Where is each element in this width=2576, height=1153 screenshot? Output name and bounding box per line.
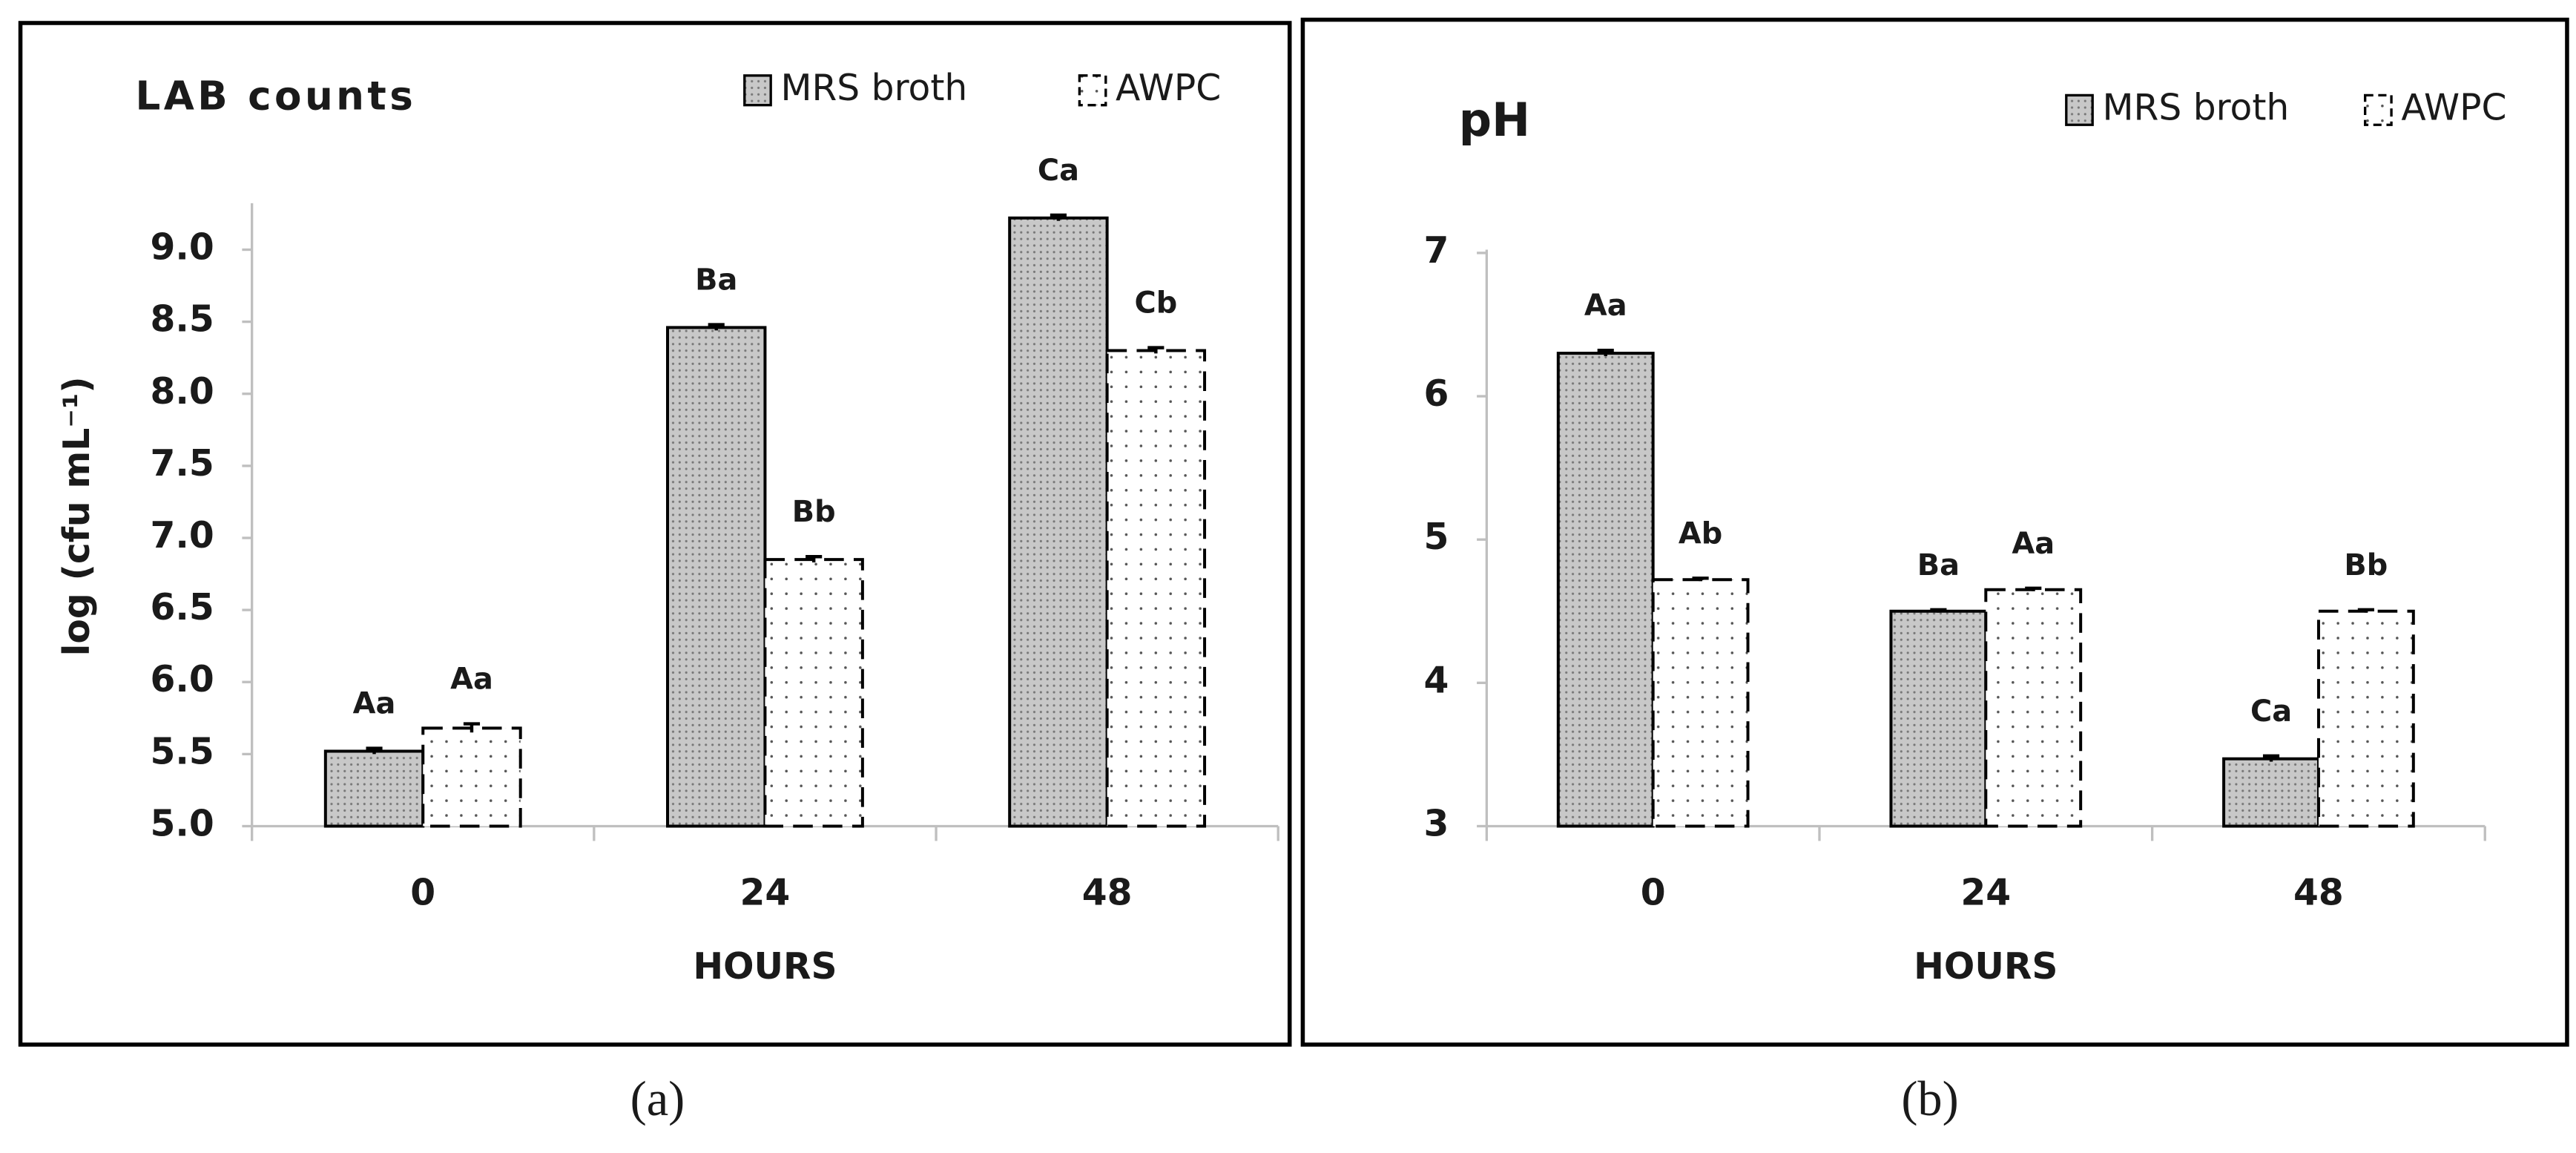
legend-label: AWPC [2401, 87, 2506, 128]
x-tick-label: 24 [1960, 872, 2011, 913]
bar [2222, 757, 2320, 828]
significance-letter: Bb [792, 495, 836, 529]
significance-letter: Aa [2012, 527, 2055, 561]
significance-letter: Aa [1584, 289, 1627, 323]
panel-frame [1300, 17, 2569, 1047]
significance-letter: Aa [450, 663, 493, 697]
y-tick-label: 3 [1424, 803, 1449, 844]
panel-caption: (a) [630, 1072, 685, 1126]
x-tick-label: 24 [740, 872, 791, 913]
significance-letter: Ab [1679, 516, 1722, 551]
y-tick-label: 5.5 [151, 731, 214, 772]
significance-letter: Ca [2250, 694, 2292, 729]
bar [2316, 609, 2415, 828]
y-tick-label: 7 [1424, 230, 1449, 272]
legend-swatch [743, 74, 772, 107]
bar [666, 326, 767, 828]
bar [323, 749, 425, 828]
significance-letter: Ca [1038, 154, 1079, 188]
legend-label: MRS broth [780, 68, 967, 109]
bar [1556, 352, 1655, 828]
legend-label: AWPC [1116, 68, 1221, 109]
significance-letter: Bb [2344, 548, 2388, 582]
y-tick-label: 5.0 [151, 803, 214, 844]
y-tick-label: 7.0 [151, 515, 214, 556]
significance-letter: Ba [695, 263, 737, 297]
y-axis-label: log (cfu mL⁻¹) [56, 376, 98, 656]
y-tick-label: 6.0 [151, 659, 214, 700]
chart-title: pH [1459, 93, 1530, 147]
legend-swatch [1078, 74, 1107, 107]
y-tick-label: 8.0 [151, 371, 214, 413]
x-tick-label: 0 [410, 872, 435, 913]
bar [421, 726, 522, 828]
x-tick-label: 48 [1082, 872, 1133, 913]
legend-label: MRS broth [2102, 87, 2289, 128]
chart-title: LAB counts [136, 73, 417, 119]
bar [1984, 588, 2083, 828]
legend-swatch [2065, 93, 2094, 126]
y-tick-label: 8.5 [151, 299, 214, 341]
significance-letter: Ba [1917, 548, 1960, 582]
x-axis-label: HOURS [693, 946, 837, 988]
significance-letter: Cb [1134, 286, 1177, 321]
legend-swatch [2364, 93, 2393, 126]
bar [1889, 609, 1988, 828]
panel-caption: (b) [1901, 1072, 1958, 1126]
y-tick-label: 6 [1424, 373, 1449, 415]
bar [1105, 349, 1207, 828]
panel-frame [18, 21, 1292, 1047]
bar [1008, 216, 1109, 828]
x-axis-label: HOURS [1914, 946, 2058, 988]
bar [1651, 578, 1750, 828]
y-tick-label: 5 [1424, 516, 1449, 558]
bar [763, 558, 864, 828]
x-tick-label: 0 [1641, 872, 1666, 913]
x-tick-label: 48 [2293, 872, 2344, 913]
y-tick-label: 6.5 [151, 587, 214, 628]
significance-letter: Aa [353, 687, 396, 721]
y-tick-label: 4 [1424, 660, 1449, 701]
y-tick-label: 9.0 [151, 227, 214, 269]
y-tick-label: 7.5 [151, 443, 214, 484]
